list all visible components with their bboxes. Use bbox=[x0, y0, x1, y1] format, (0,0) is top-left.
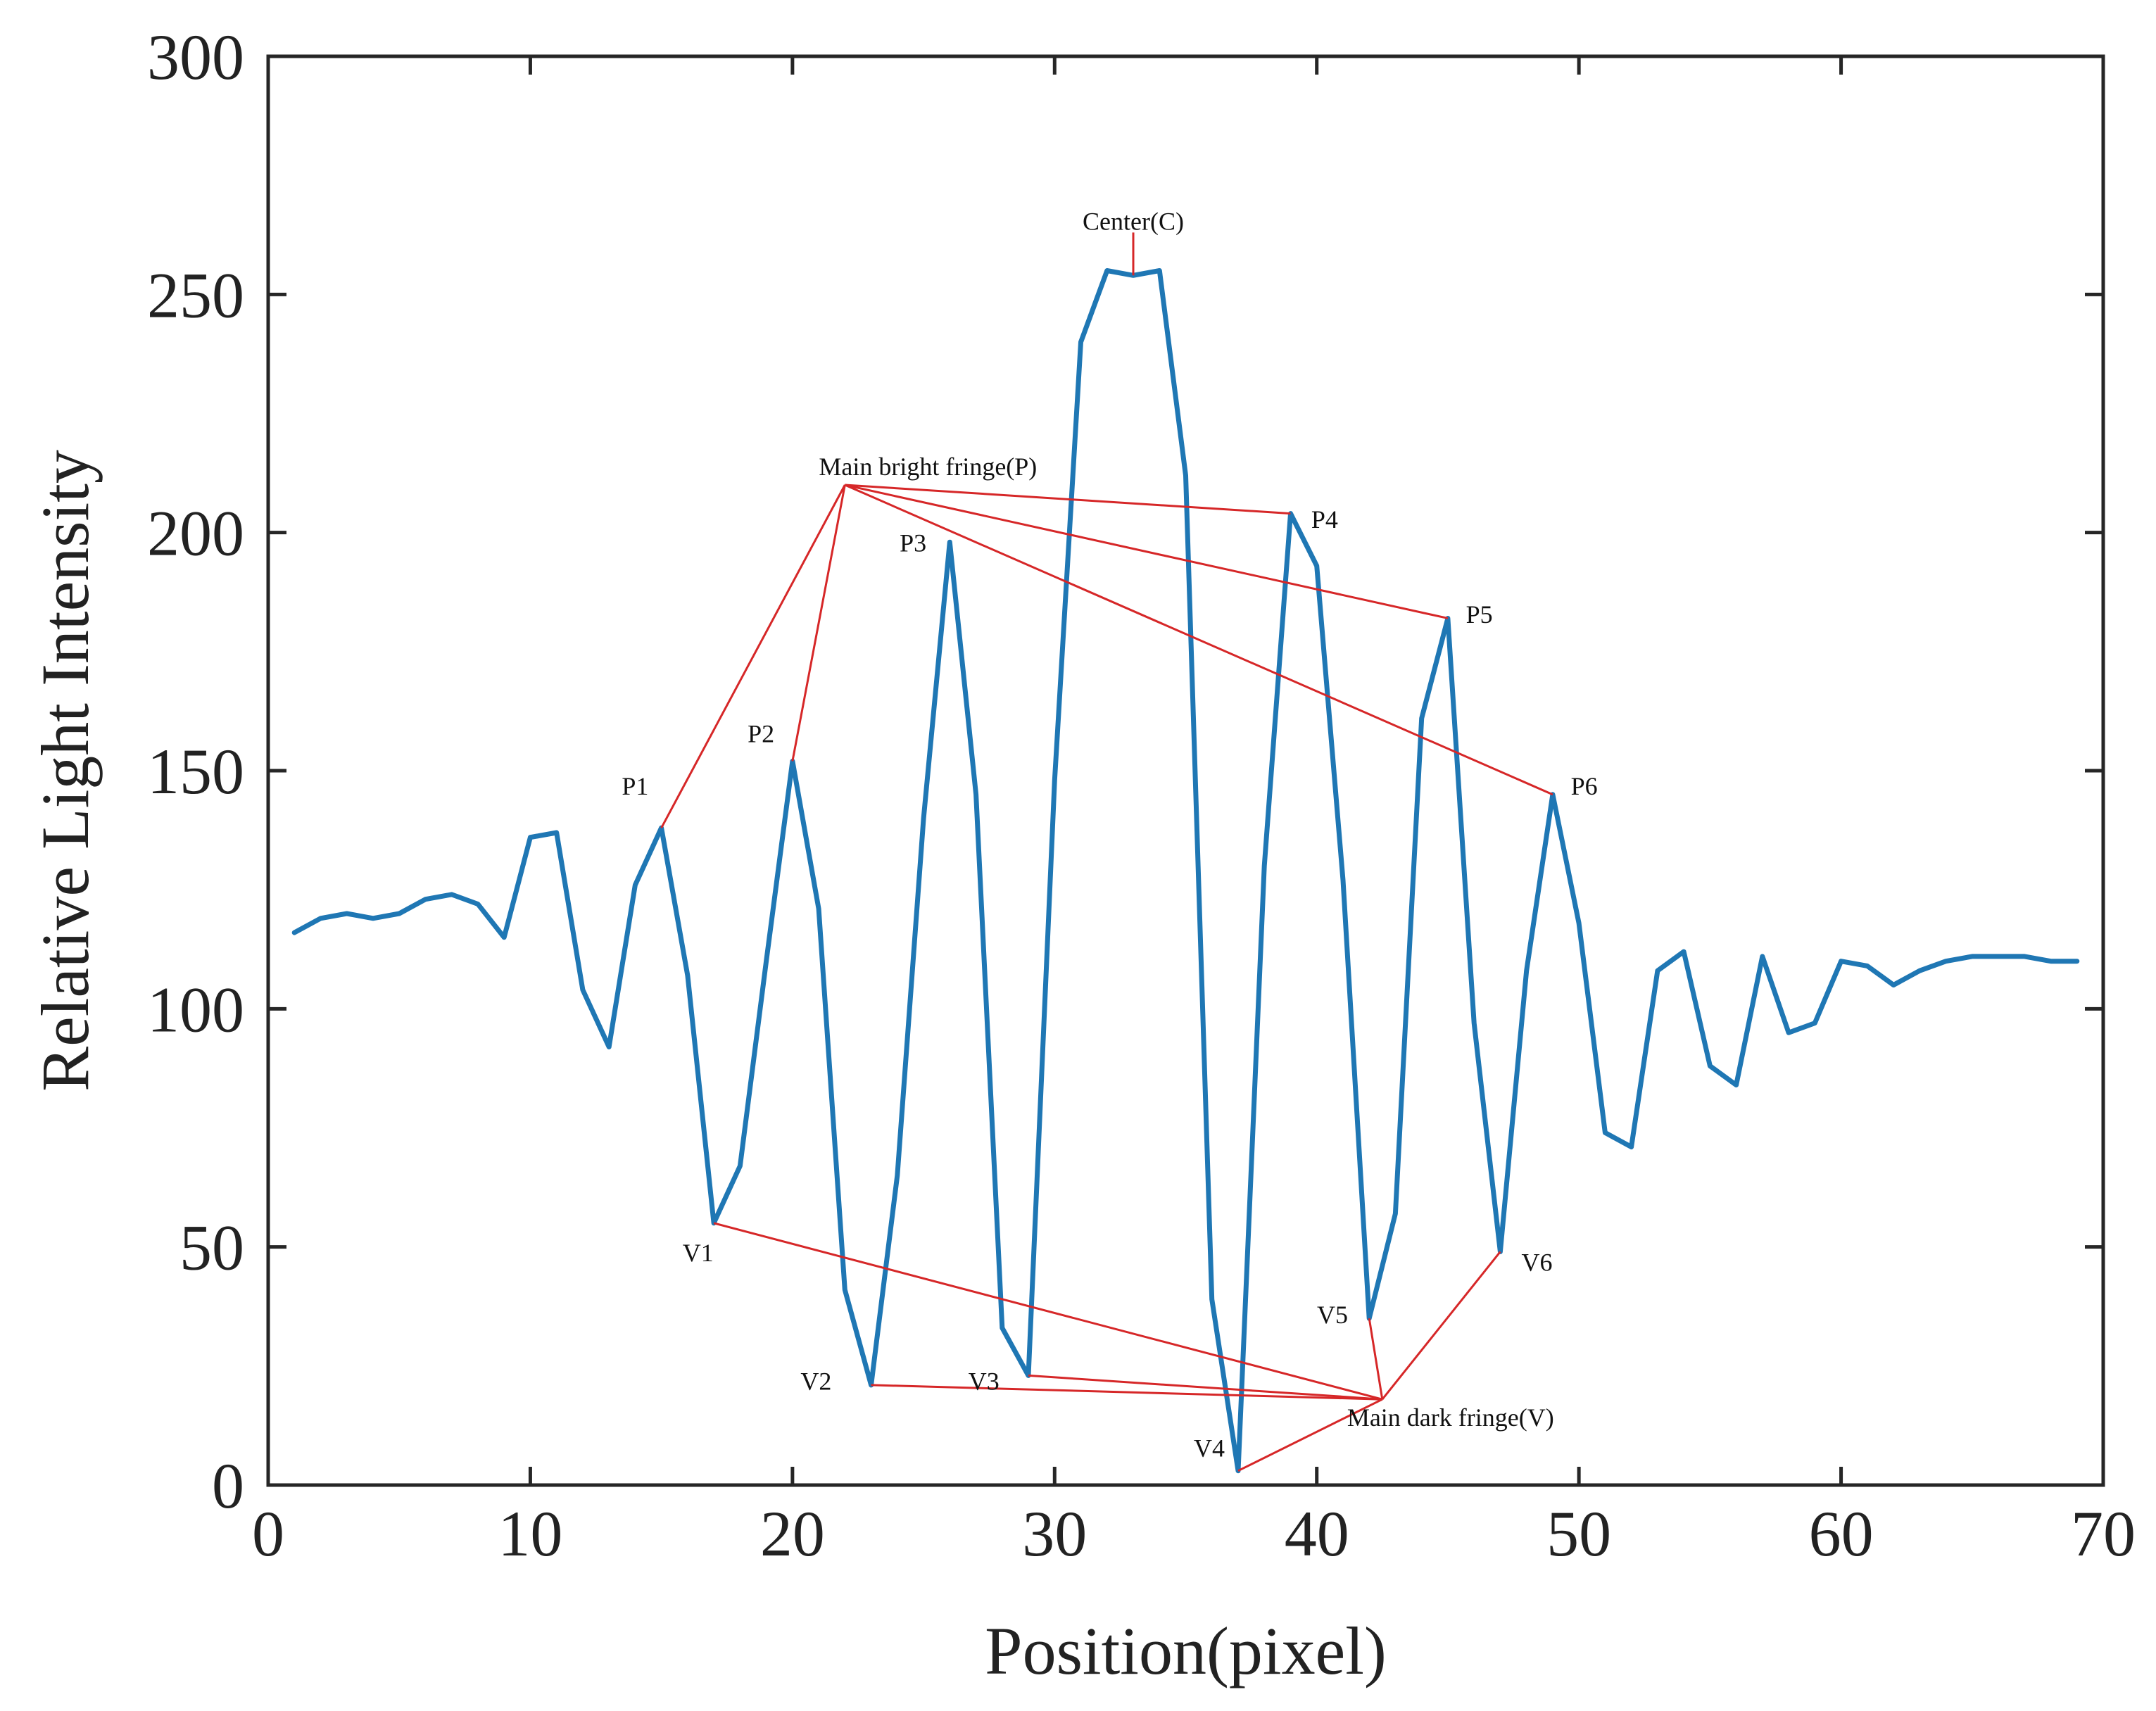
point-label-p3: P3 bbox=[900, 529, 926, 557]
y-tick-label: 250 bbox=[147, 259, 244, 331]
dark-fringe-leader-1 bbox=[713, 1222, 1383, 1401]
point-label-v2: V2 bbox=[800, 1368, 831, 1396]
point-label-p4: P4 bbox=[1311, 505, 1338, 533]
point-label-v1: V1 bbox=[683, 1239, 714, 1267]
y-tick-label: 50 bbox=[179, 1212, 244, 1284]
x-axis-title: Position(pixel) bbox=[985, 1613, 1387, 1688]
bright-fringe-leader-5 bbox=[844, 484, 1553, 796]
dark-fringe-leader-5 bbox=[1368, 1318, 1384, 1400]
x-tick-label: 40 bbox=[1285, 1498, 1349, 1570]
bright-fringe-leader-2 bbox=[791, 484, 846, 762]
x-tick-label: 0 bbox=[252, 1498, 284, 1570]
series-layer bbox=[291, 268, 2080, 1474]
bright-fringe-leader-4 bbox=[845, 484, 1449, 619]
point-label-p1: P1 bbox=[622, 772, 648, 800]
point-label-v5: V5 bbox=[1317, 1301, 1348, 1329]
y-tick-label: 0 bbox=[212, 1450, 244, 1522]
y-tick-label: 150 bbox=[147, 735, 244, 807]
plot-area: Center(C) Main bright fringe(P) Main dark … bbox=[291, 207, 2080, 1474]
bright-fringe-label: Main bright fringe(P) bbox=[819, 453, 1037, 481]
ticks-layer: 0 10 20 30 40 50 60 70 0 50 100 150 200 250 300 bbox=[147, 21, 2136, 1570]
bright-fringe-leader-1 bbox=[660, 484, 846, 828]
dark-fringe-label: Main dark fringe(V) bbox=[1347, 1403, 1554, 1432]
x-tick-label: 60 bbox=[1809, 1498, 1874, 1570]
point-label-p5: P5 bbox=[1466, 600, 1493, 629]
dark-fringe-leader-6 bbox=[1381, 1251, 1501, 1401]
x-tick-label: 20 bbox=[760, 1498, 825, 1570]
center-label: Center(C) bbox=[1083, 207, 1184, 235]
dark-fringe-leader-2 bbox=[871, 1384, 1382, 1401]
annotation-layer: Center(C) Main bright fringe(P) Main dark … bbox=[622, 207, 1598, 1472]
series-line-intensity bbox=[291, 268, 2080, 1474]
point-label-p6: P6 bbox=[1571, 772, 1598, 800]
x-tick-label: 70 bbox=[2071, 1498, 2136, 1570]
point-label-v6: V6 bbox=[1522, 1249, 1553, 1277]
y-axis-title: Relative Light Intensity bbox=[27, 450, 103, 1092]
x-tick-label: 50 bbox=[1546, 1498, 1611, 1570]
point-label-p2: P2 bbox=[748, 719, 774, 747]
point-label-v4: V4 bbox=[1194, 1434, 1225, 1462]
point-label-v3: V3 bbox=[969, 1368, 1000, 1396]
y-tick-label: 300 bbox=[147, 21, 244, 93]
y-tick-label: 100 bbox=[147, 973, 244, 1045]
dark-fringe-leader-3 bbox=[1028, 1374, 1382, 1401]
bright-fringe-leader-3 bbox=[845, 484, 1291, 515]
y-tick-label: 200 bbox=[147, 498, 244, 569]
x-tick-label: 30 bbox=[1022, 1498, 1087, 1570]
dark-fringe-leader-4 bbox=[1237, 1398, 1383, 1472]
x-tick-label: 10 bbox=[498, 1498, 562, 1570]
